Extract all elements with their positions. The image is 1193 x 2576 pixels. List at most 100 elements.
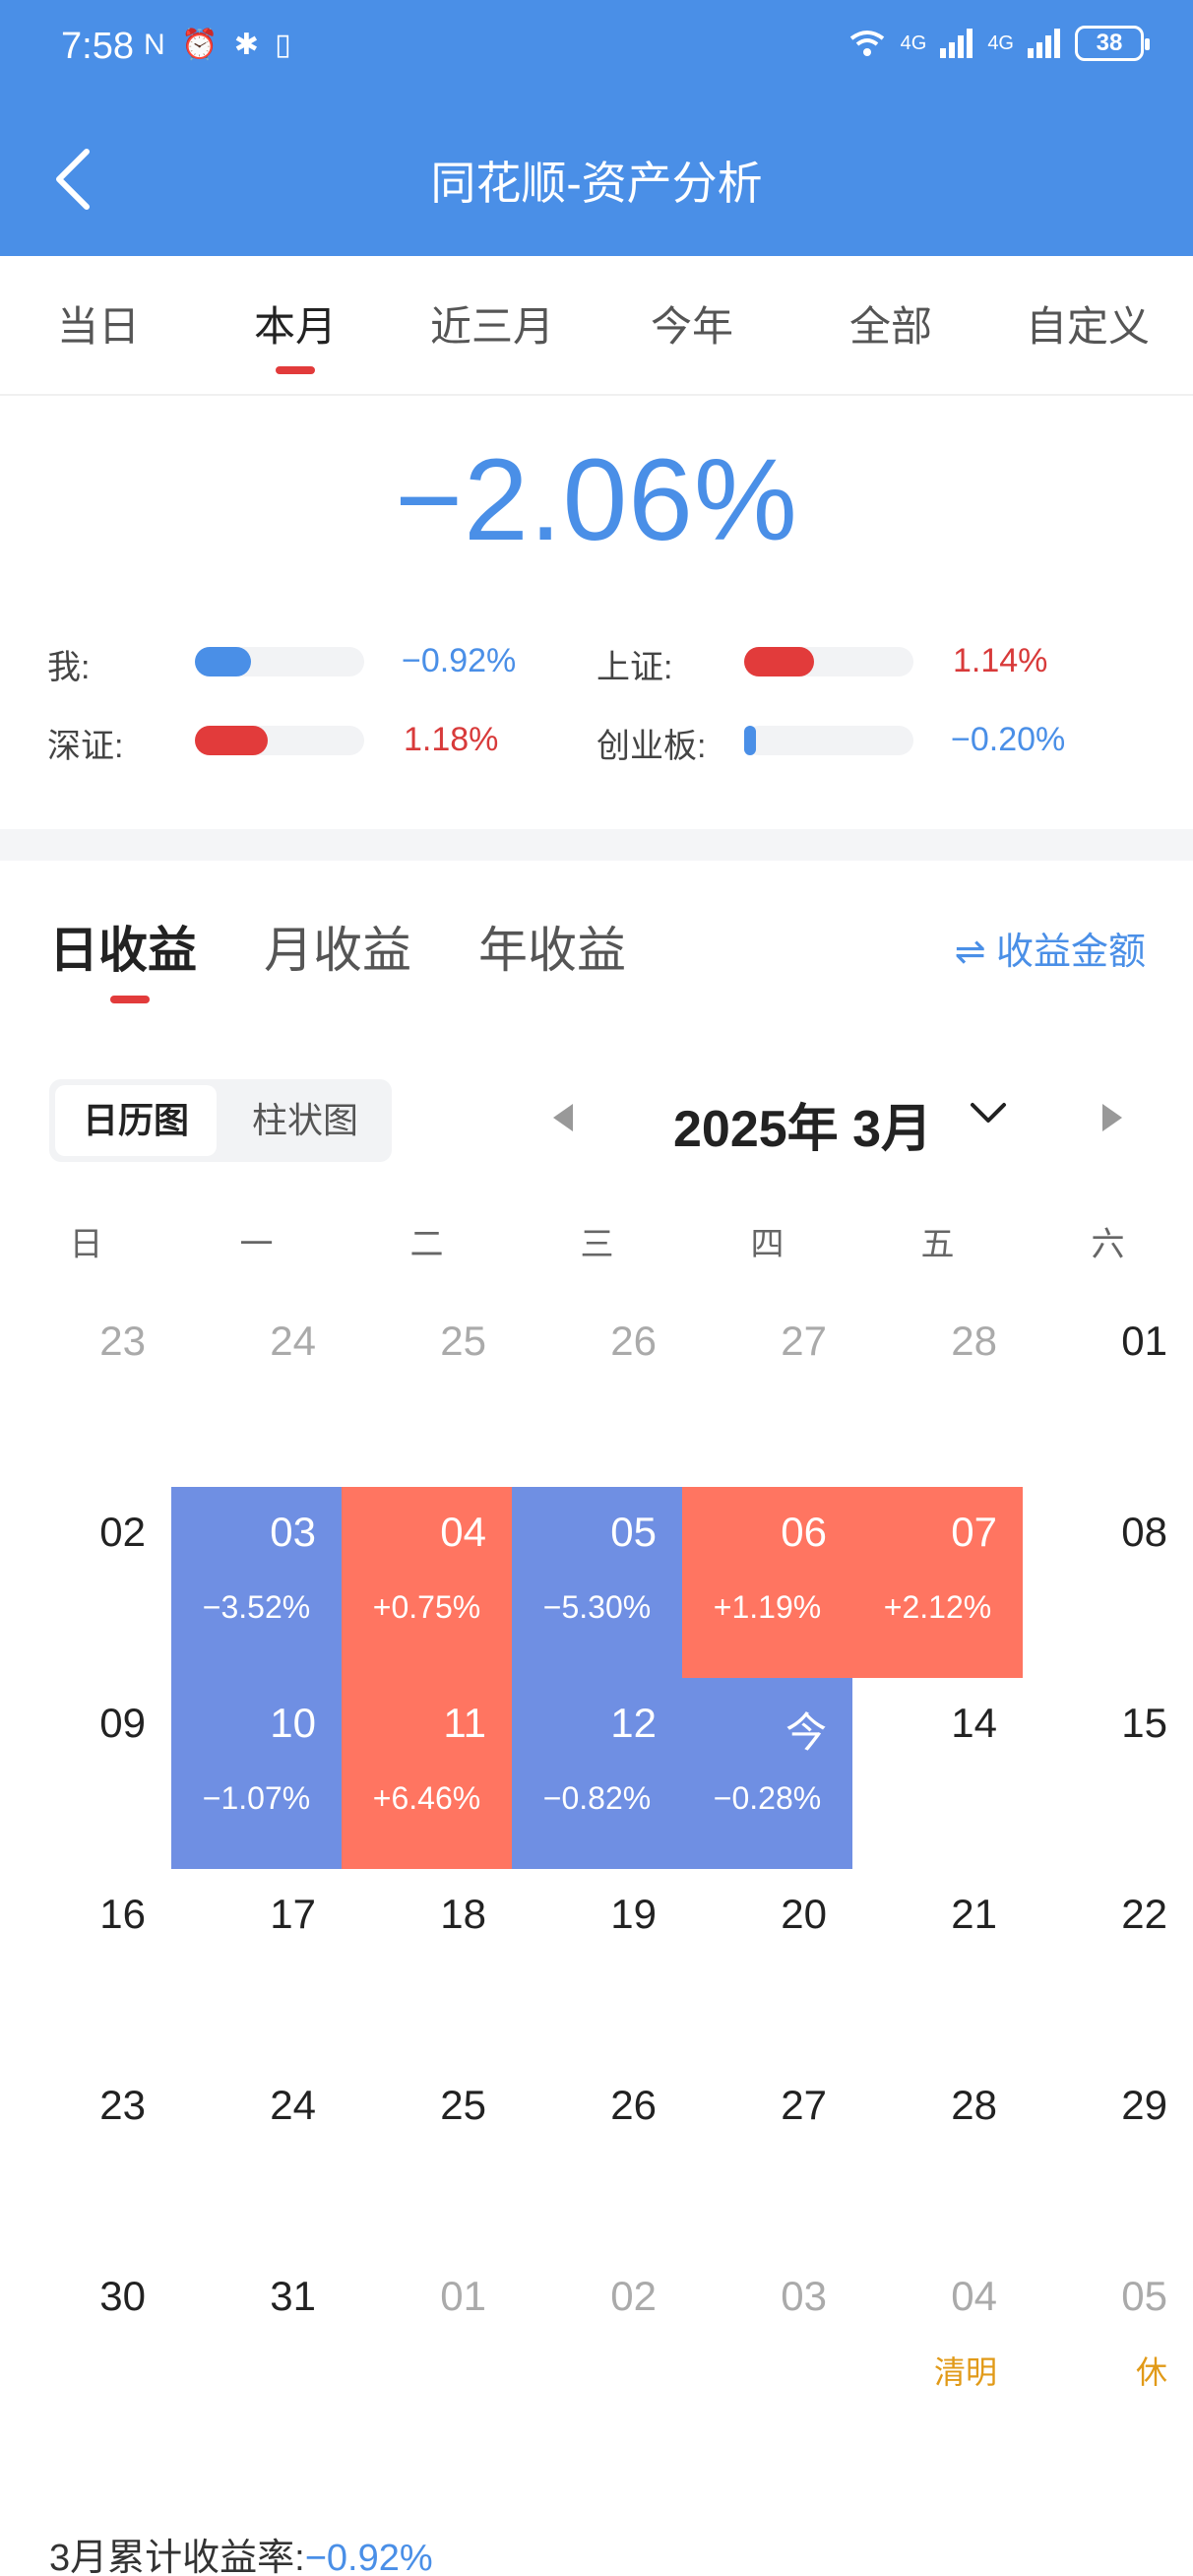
- prev-month-icon[interactable]: [553, 1104, 573, 1131]
- day-number: 23: [99, 2082, 146, 2128]
- calendar-day[interactable]: 20: [682, 1869, 852, 2060]
- day-number: 11: [443, 1700, 486, 1746]
- tab-today[interactable]: 当日: [56, 303, 140, 350]
- tab-monthly-return[interactable]: 月收益: [264, 923, 411, 978]
- compare-value-chinext: −0.20%: [951, 721, 1066, 758]
- tab-yearly-return[interactable]: 年收益: [478, 923, 626, 978]
- calendar-day[interactable]: 23: [1, 2060, 171, 2251]
- day-number: 24: [270, 2082, 316, 2128]
- status-icons: N ⏰ ✱ ▯: [144, 29, 295, 61]
- calendar-day[interactable]: 26: [512, 2060, 682, 2251]
- signal-icon: [940, 29, 973, 58]
- bar-view-button[interactable]: 柱状图: [251, 1100, 358, 1140]
- back-arrow-icon[interactable]: [51, 148, 94, 211]
- day-return: +6.46%: [372, 1780, 481, 1816]
- tab-all[interactable]: 全部: [848, 303, 932, 350]
- compare-value-shanghai: 1.14%: [953, 642, 1048, 679]
- calendar-day[interactable]: 01: [1023, 1296, 1193, 1487]
- summary-label: 3月累计收益率:: [49, 2538, 305, 2576]
- calendar-day[interactable]: 05 休: [1023, 2251, 1193, 2442]
- compare-fill-chinext: [744, 726, 756, 755]
- calendar-day[interactable]: 22: [1023, 1869, 1193, 2060]
- calendar-day[interactable]: 26: [512, 1296, 682, 1487]
- weekday-label: 日: [69, 1226, 103, 1263]
- calendar-day[interactable]: 11 +6.46%: [342, 1678, 512, 1869]
- calendar-day[interactable]: 04 +0.75%: [342, 1487, 512, 1678]
- calendar-day[interactable]: 27: [682, 1296, 852, 1487]
- day-number: 01: [1121, 1318, 1167, 1364]
- day-number: 20: [781, 1891, 827, 1937]
- day-return: +0.75%: [372, 1589, 481, 1625]
- calendar-day[interactable]: 17: [171, 1869, 342, 2060]
- calendar-day[interactable]: 21: [852, 1869, 1023, 2060]
- calendar-day[interactable]: 31: [171, 2251, 342, 2442]
- weekday-label: 三: [580, 1226, 614, 1263]
- page-title: 同花顺-资产分析: [430, 158, 763, 209]
- day-number: 01: [440, 2273, 486, 2319]
- day-return: −3.52%: [202, 1589, 311, 1625]
- calendar-day[interactable]: 24: [171, 1296, 342, 1487]
- compare-fill-shenzhen: [195, 726, 268, 755]
- calendar-day[interactable]: 25: [342, 1296, 512, 1487]
- calendar-day[interactable]: 24: [171, 2060, 342, 2251]
- section-divider: [0, 829, 1193, 861]
- holiday-tag: 清明: [933, 2354, 997, 2390]
- compare-bar-chinext: [744, 726, 913, 755]
- chevron-down-icon[interactable]: [969, 1099, 1008, 1128]
- calendar-day[interactable]: 01: [342, 2251, 512, 2442]
- calendar-day[interactable]: 29: [1023, 2060, 1193, 2251]
- calendar-day[interactable]: 15: [1023, 1678, 1193, 1869]
- calendar-day[interactable]: 16: [1, 1869, 171, 2060]
- calendar-day[interactable]: 19: [512, 1869, 682, 2060]
- tab-custom[interactable]: 自定义: [1025, 303, 1150, 350]
- weekday-label: 五: [920, 1226, 955, 1263]
- calendar-day[interactable]: 12 −0.82%: [512, 1678, 682, 1869]
- calendar-day[interactable]: 今 −0.28%: [682, 1678, 852, 1869]
- day-number: 17: [270, 1891, 316, 1937]
- calendar-day[interactable]: 03 −3.52%: [171, 1487, 342, 1678]
- day-number: 22: [1121, 1891, 1167, 1937]
- next-month-icon[interactable]: [1102, 1104, 1122, 1131]
- day-return: +2.12%: [883, 1589, 992, 1625]
- compare-label-me: 我:: [47, 649, 91, 686]
- calendar-day[interactable]: 02: [1, 1487, 171, 1678]
- month-label[interactable]: 2025年 3月: [673, 1101, 933, 1158]
- calendar-day[interactable]: 03: [682, 2251, 852, 2442]
- calendar-day[interactable]: 18: [342, 1869, 512, 2060]
- calendar-day[interactable]: 05 −5.30%: [512, 1487, 682, 1678]
- calendar-day[interactable]: 07 +2.12%: [852, 1487, 1023, 1678]
- day-number: 02: [99, 1509, 146, 1555]
- calendar-day[interactable]: 14: [852, 1678, 1023, 1869]
- calendar-day[interactable]: 04 清明: [852, 2251, 1023, 2442]
- calendar-view-button[interactable]: 日历图: [55, 1085, 217, 1156]
- tab-daily-return[interactable]: 日收益: [49, 923, 197, 978]
- calendar-day[interactable]: 30: [1, 2251, 171, 2442]
- day-return: +1.19%: [713, 1589, 822, 1625]
- calendar-day[interactable]: 27: [682, 2060, 852, 2251]
- calendar-day[interactable]: 08: [1023, 1487, 1193, 1678]
- day-return: −1.07%: [202, 1780, 311, 1816]
- calendar-day[interactable]: 02: [512, 2251, 682, 2442]
- compare-label-chinext: 创业板:: [596, 728, 707, 765]
- calendar-day[interactable]: 06 +1.19%: [682, 1487, 852, 1678]
- calendar-day[interactable]: 28: [852, 1296, 1023, 1487]
- compare-bar-me: [195, 647, 364, 676]
- day-number: 23: [99, 1318, 146, 1364]
- day-number: 07: [951, 1509, 997, 1555]
- calendar-day[interactable]: 23: [1, 1296, 171, 1487]
- day-number: 03: [270, 1509, 316, 1555]
- calendar-day[interactable]: 25: [342, 2060, 512, 2251]
- app-header: 7:58 N ⏰ ✱ ▯ 4G 4G 38 同花顺-资产分析: [0, 0, 1193, 256]
- return-amount-switch[interactable]: ⇌ 收益金额: [954, 932, 1146, 973]
- calendar-day[interactable]: 28: [852, 2060, 1023, 2251]
- tab-three-months[interactable]: 近三月: [429, 303, 554, 350]
- calendar-day[interactable]: 10 −1.07%: [171, 1678, 342, 1869]
- tab-indicator: [276, 366, 315, 374]
- tab-this-year[interactable]: 今年: [650, 303, 733, 350]
- calendar-day[interactable]: 09: [1, 1678, 171, 1869]
- weekday-label: 一: [239, 1226, 274, 1263]
- day-number: 06: [781, 1509, 827, 1555]
- day-number: 26: [610, 1318, 657, 1364]
- tab-this-month[interactable]: 本月: [253, 303, 337, 350]
- return-tab-indicator: [110, 996, 150, 1003]
